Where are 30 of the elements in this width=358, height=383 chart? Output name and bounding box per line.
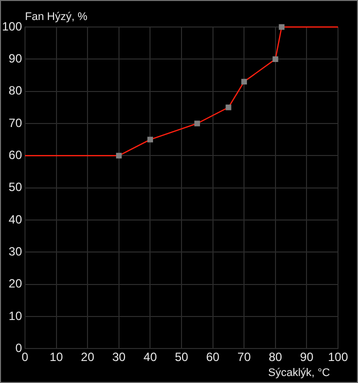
x-tick-label: 30 (112, 350, 126, 364)
point (226, 104, 232, 110)
y-tick-label: 20 (8, 276, 22, 291)
y-tick-label: 90 (8, 51, 22, 66)
y-tick-label: 100 (2, 19, 22, 34)
y-axis-title: Fan Hýzý, % (25, 11, 88, 23)
point (194, 120, 200, 126)
x-tick-label: 90 (300, 350, 314, 364)
x-tick-label: 100 (328, 350, 348, 364)
y-tick-label: 70 (8, 116, 22, 130)
x-tick-label: 10 (50, 350, 64, 364)
x-tick-label: 40 (144, 350, 158, 364)
point (278, 24, 284, 30)
y-tick-label: 50 (8, 180, 22, 194)
point (272, 56, 278, 62)
x-axis-title: Sýcaklýk, °C (268, 367, 330, 379)
point (116, 152, 122, 158)
y-tick-label: 40 (8, 212, 22, 226)
y-tick-label: 80 (8, 84, 22, 98)
point (147, 136, 154, 142)
y-tick-label: 0 (15, 340, 22, 355)
x-tick-label: 80 (268, 350, 282, 364)
y-tick-label: 10 (8, 308, 22, 323)
x-tick-label: 50 (174, 350, 188, 364)
y-tick-label: 30 (8, 244, 22, 258)
x-tick-label: 60 (206, 350, 220, 364)
x-tick-label: 70 (237, 350, 252, 364)
x-tick-label: 20 (80, 350, 95, 364)
point (241, 78, 247, 84)
y-tick-label: 60 (8, 148, 22, 162)
